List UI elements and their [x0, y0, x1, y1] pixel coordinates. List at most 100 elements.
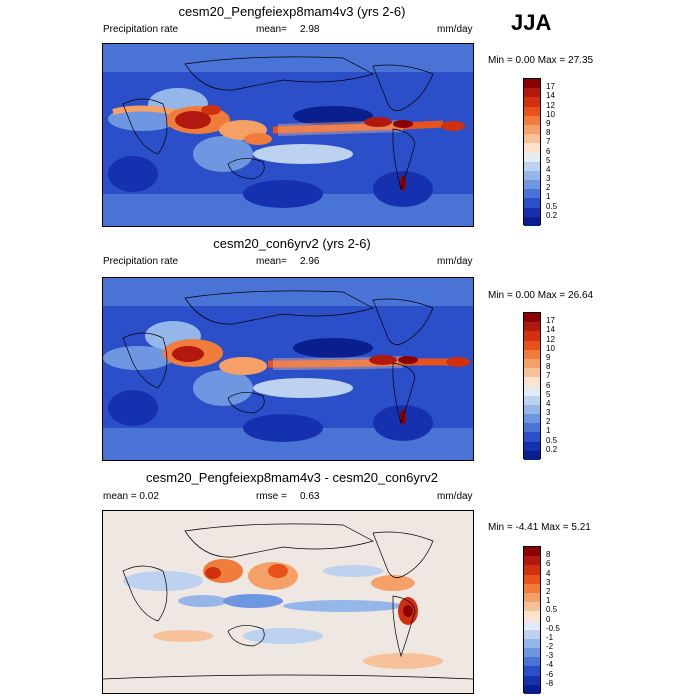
panel1-colorbar-segment	[524, 189, 540, 199]
panel1-colorbar-tick-label: 17	[546, 82, 555, 92]
panel3-colorbar-segment	[524, 611, 540, 621]
panel1-colorbar-tick-label: 2	[546, 183, 551, 193]
panel3-diff-map	[102, 510, 474, 694]
panel2-colorbar-segment	[524, 441, 540, 451]
panel2-colorbar-segment	[524, 322, 540, 332]
panel2-units: mm/day	[437, 256, 473, 267]
panel3-colorbar-tick-label: 8	[546, 550, 551, 560]
panel3-colorbar-segment	[524, 648, 540, 658]
panel3-colorbar-tick-label: 0	[546, 614, 551, 624]
panel2-colorbar-segment	[524, 395, 540, 405]
panel1-colorbar-segment	[524, 79, 540, 89]
panel2-colorbar-tick-label: 17	[546, 316, 555, 326]
panel1-title: cesm20_Pengfeiexp8mam4v3 (yrs 2-6)	[178, 4, 406, 19]
season-label: JJA	[511, 10, 552, 35]
panel3-mean-text: mean = 0.02	[103, 491, 159, 502]
panel2-colorbar-tick-label: 14	[546, 325, 555, 335]
panel1-units: mm/day	[437, 24, 473, 35]
panel1-colorbar-tick-label: 9	[546, 118, 551, 128]
panel3-rmse-value: 0.63	[300, 491, 320, 502]
panel3-colorbar-segment	[524, 565, 540, 575]
panel2-colorbar-segment	[524, 414, 540, 424]
panel2-colorbar-tick-label: 2	[546, 417, 551, 427]
panel1-colorbar-tick-label: 1	[546, 192, 551, 202]
panel2-colorbar-segment	[524, 423, 540, 433]
panel2-precip-map	[102, 277, 474, 461]
panel2-colorbar-tick-label: 7	[546, 371, 551, 381]
panel1-colorbar-segment	[524, 97, 540, 107]
panel2-colorbar-segment	[524, 377, 540, 387]
panel2-colorbar-segment	[524, 331, 540, 341]
panel1-colorbar-tick-label: 12	[546, 100, 555, 110]
panel1-colorbar-tick-label: 8	[546, 128, 551, 138]
panel1-colorbar-segment	[524, 207, 540, 217]
panel2-title: cesm20_con6yrv2 (yrs 2-6)	[213, 236, 371, 251]
panel3-colorbar-tick-label: 2	[546, 586, 551, 596]
panel1-precip-map	[102, 43, 474, 227]
panel2-colorbar-segment	[524, 386, 540, 396]
panel2-colorbar-segment	[524, 404, 540, 415]
panel1-colorbar-segment	[524, 143, 540, 153]
panel3-colorbar-tick-label: -2	[546, 642, 554, 652]
panel3-colorbar-tick-label: 3	[546, 577, 551, 587]
panel1-colorbar-segment	[524, 216, 540, 226]
panel3-colorbar-segment	[524, 592, 540, 603]
panel1-colorbar-segment	[524, 106, 540, 116]
panel1-colorbar-tick-label: 10	[546, 109, 555, 119]
panel2-colorbar-tick-label: 3	[546, 408, 551, 418]
panel3-colorbar-segment	[524, 556, 540, 566]
panel2-colorbar-segment	[524, 340, 540, 350]
panel2-colorbar-tick-label: 12	[546, 334, 555, 344]
panel2-colorbar-tick-label: 1	[546, 426, 551, 436]
panel1-colorbar-tick-label: 3	[546, 174, 551, 184]
panel2-colorbar-segment	[524, 349, 540, 359]
panel2-colorbar-segment	[524, 313, 540, 323]
panel1-colorbar-segment	[524, 161, 540, 171]
panel1-mean-value: 2.98	[300, 24, 320, 35]
panel3-colorbar-segment	[524, 602, 540, 612]
panel3-colorbar-tick-label: -3	[546, 651, 554, 661]
panel3-colorbar-segment	[524, 620, 540, 630]
panel1-colorbar-segment	[524, 152, 540, 162]
panel3-colorbar-tick-label: 4	[546, 568, 551, 578]
panel2-colorbar-tick-label: 5	[546, 389, 551, 399]
panel3-colorbar-segment	[524, 675, 540, 685]
panel1-mean-label: mean=	[256, 24, 287, 35]
panel3-colorbar-segment	[524, 657, 540, 667]
panel3-colorbar-tick-label: -8	[546, 678, 554, 688]
panel1-colorbar-segment	[524, 198, 540, 208]
panel3-colorbar-tick-label: -6	[546, 669, 554, 679]
panel1-colorbar-segment	[524, 124, 540, 135]
panel3-colorbar-segment	[524, 638, 540, 649]
panel2-colorbar-tick-label: 0.2	[546, 444, 558, 454]
panel1-colorbar-segment	[524, 88, 540, 98]
panel3-colorbar-segment	[524, 629, 540, 639]
panel2-colorbar-tick-label: 4	[546, 398, 551, 408]
panel3-units: mm/day	[437, 491, 473, 502]
panel3-colorbar-tick-label: 6	[546, 559, 551, 569]
panel2-colorbar	[523, 312, 541, 460]
panel1-colorbar-tick-label: 14	[546, 91, 555, 101]
panel2-colorbar-segment	[524, 368, 540, 378]
panel3-colorbar-tick-label: -0.5	[546, 623, 560, 633]
panel1-colorbar-segment	[524, 180, 540, 190]
panel3-colorbar-tick-label: -1	[546, 632, 554, 642]
panel1-colorbar-tick-label: 4	[546, 164, 551, 174]
panel3-colorbar-tick-label: 1	[546, 596, 551, 606]
panel3-colorbar-segment	[524, 574, 540, 584]
panel1-colorbar-segment	[524, 170, 540, 181]
panel3-minmax: Min = -4.41 Max = 5.21	[488, 522, 591, 533]
panel1-minmax: Min = 0.00 Max = 27.35	[488, 55, 594, 66]
panel3-rmse-label: rmse =	[256, 491, 287, 502]
panel3-title: cesm20_Pengfeiexp8mam4v3 - cesm20_con6yr…	[146, 470, 438, 485]
panel2-mean-value: 2.96	[300, 256, 320, 267]
panel2-colorbar-tick-label: 8	[546, 362, 551, 372]
panel1-variable-label: Precipitation rate	[103, 24, 179, 35]
panel2-colorbar-segment	[524, 358, 540, 369]
panel1-colorbar-segment	[524, 134, 540, 144]
panel2-colorbar-segment	[524, 450, 540, 460]
panel2-colorbar-segment	[524, 432, 540, 442]
panel3-colorbar-segment	[524, 684, 540, 694]
panel2-colorbar-tick-label: 6	[546, 380, 551, 390]
panel3-colorbar-tick-label: -4	[546, 660, 554, 670]
